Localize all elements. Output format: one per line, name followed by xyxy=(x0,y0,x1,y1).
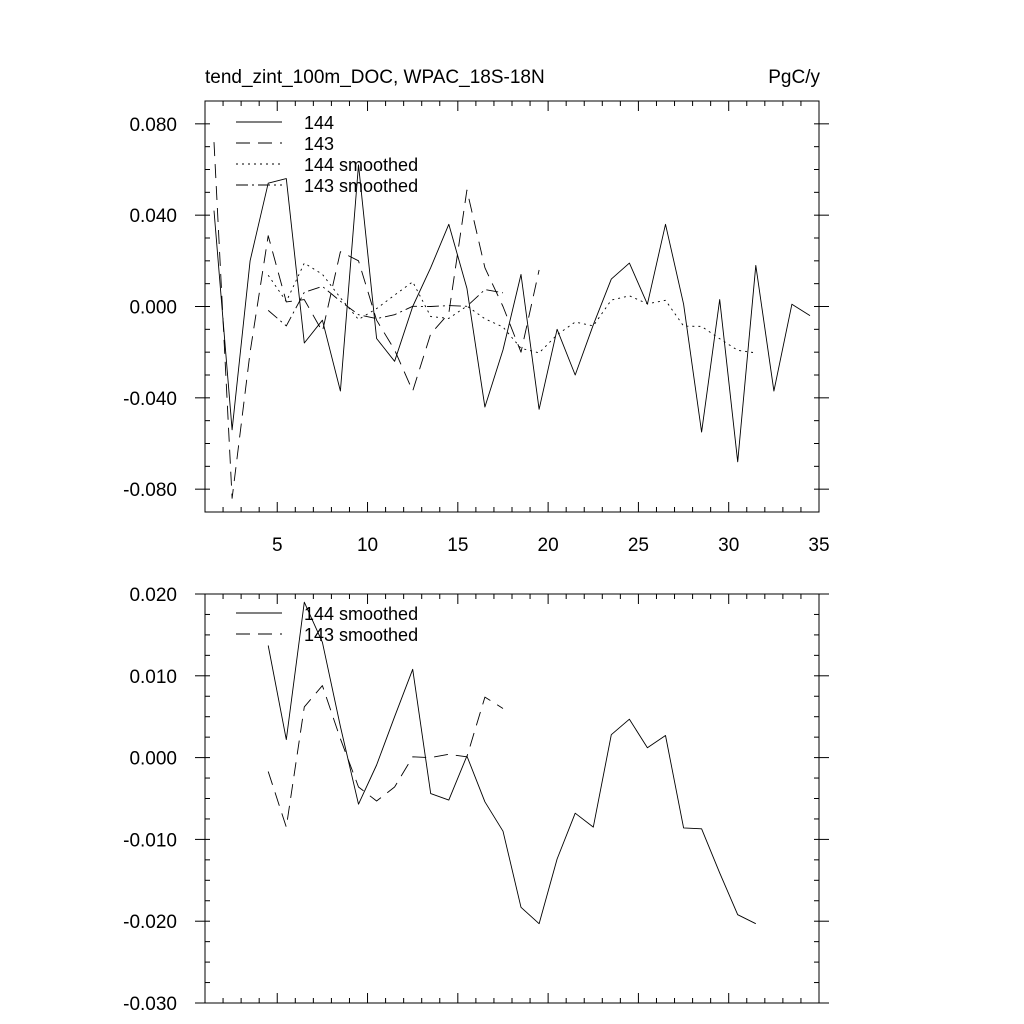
x-tick-label: 30 xyxy=(718,535,739,556)
y-tick-label: 0.000 xyxy=(129,298,177,319)
legend-label-3: 143 smoothed xyxy=(304,176,418,196)
x-tick-label: 20 xyxy=(538,535,559,556)
bottom-ticks: -0.030 -0.020 -0.010 0.000 0.010 0.020 xyxy=(123,585,829,1015)
y-tick-label: -0.040 xyxy=(123,389,177,410)
legend-label-1: 143 smoothed xyxy=(304,625,418,645)
y-tick-label: -0.080 xyxy=(123,480,177,501)
x-tick-label: 25 xyxy=(628,535,649,556)
top-series xyxy=(213,142,811,499)
x-tick-label: 5 xyxy=(272,535,283,556)
y-tick-label: -0.010 xyxy=(123,830,177,851)
series-line-1 xyxy=(213,142,540,499)
bottom-panel: -0.030 -0.020 -0.010 0.000 0.010 0.020 144 sm… xyxy=(123,585,829,1015)
x-tick-label: 15 xyxy=(447,535,468,556)
legend-label-0: 144 xyxy=(304,113,334,133)
y-tick-label: -0.020 xyxy=(123,912,177,933)
x-tick-label: 10 xyxy=(357,535,378,556)
legend-label-0: 144 smoothed xyxy=(304,604,418,624)
series-line-0 xyxy=(267,601,757,925)
top-ticks: 5 10 15 20 25 30 35 -0.080 -0.040 0.000 0.040 0.080 xyxy=(123,100,830,556)
bottom-series xyxy=(267,601,757,925)
legend-label-1: 143 xyxy=(304,134,334,154)
series-line-0 xyxy=(213,164,811,463)
series-line-3 xyxy=(267,285,504,327)
top-panel: tend_zint_100m_DOC, WPAC_18S-18N PgC/y 5… xyxy=(123,67,829,556)
series-line-2 xyxy=(267,262,756,354)
y-tick-label: -0.030 xyxy=(123,994,177,1015)
y-tick-label: 0.010 xyxy=(129,667,177,688)
x-tick-label: 35 xyxy=(808,535,829,556)
y-tick-label: 0.040 xyxy=(129,206,177,227)
top-chart-units: PgC/y xyxy=(768,67,820,88)
top-chart-title: tend_zint_100m_DOC, WPAC_18S-18N xyxy=(205,67,545,88)
legend-label-2: 144 smoothed xyxy=(304,155,418,175)
y-tick-label: 0.020 xyxy=(129,585,177,606)
y-tick-label: 0.000 xyxy=(129,749,177,770)
y-tick-label: 0.080 xyxy=(129,115,177,136)
series-line-1 xyxy=(267,685,504,828)
